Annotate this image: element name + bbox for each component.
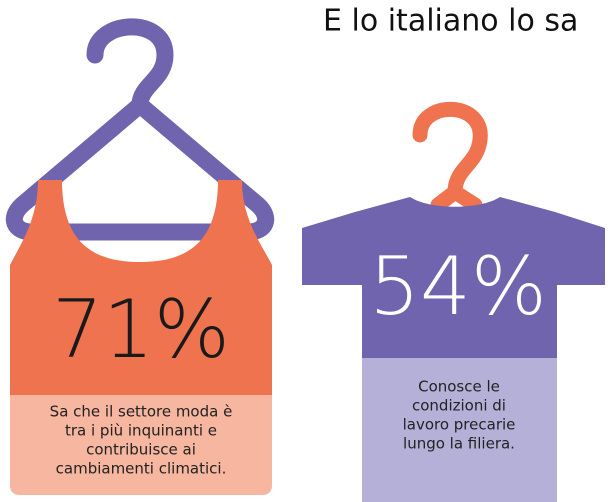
description-line: tra i più inquinanti e <box>65 422 217 440</box>
description-line: lavoro precarie <box>403 416 516 434</box>
t-shirt <box>302 197 605 358</box>
value-label: 54% <box>369 240 547 333</box>
title: E lo italiano lo sa <box>323 4 578 39</box>
hanger-purple <box>5 18 275 241</box>
hanger-orange <box>412 101 488 213</box>
description-line: condizioni di <box>412 397 506 415</box>
description-line: Sa che il settore moda è <box>50 403 233 421</box>
t-shirt-desc-box <box>362 358 557 502</box>
description-line: lungo la filiera. <box>403 435 515 453</box>
value-label: 71% <box>52 283 230 376</box>
tank-top <box>10 180 272 395</box>
tank-top-desc-box <box>10 395 272 495</box>
description-line: cambiamenti climatici. <box>56 460 227 478</box>
description-line: contribuisce ai <box>86 441 196 459</box>
description-line: Conosce le <box>418 378 500 396</box>
